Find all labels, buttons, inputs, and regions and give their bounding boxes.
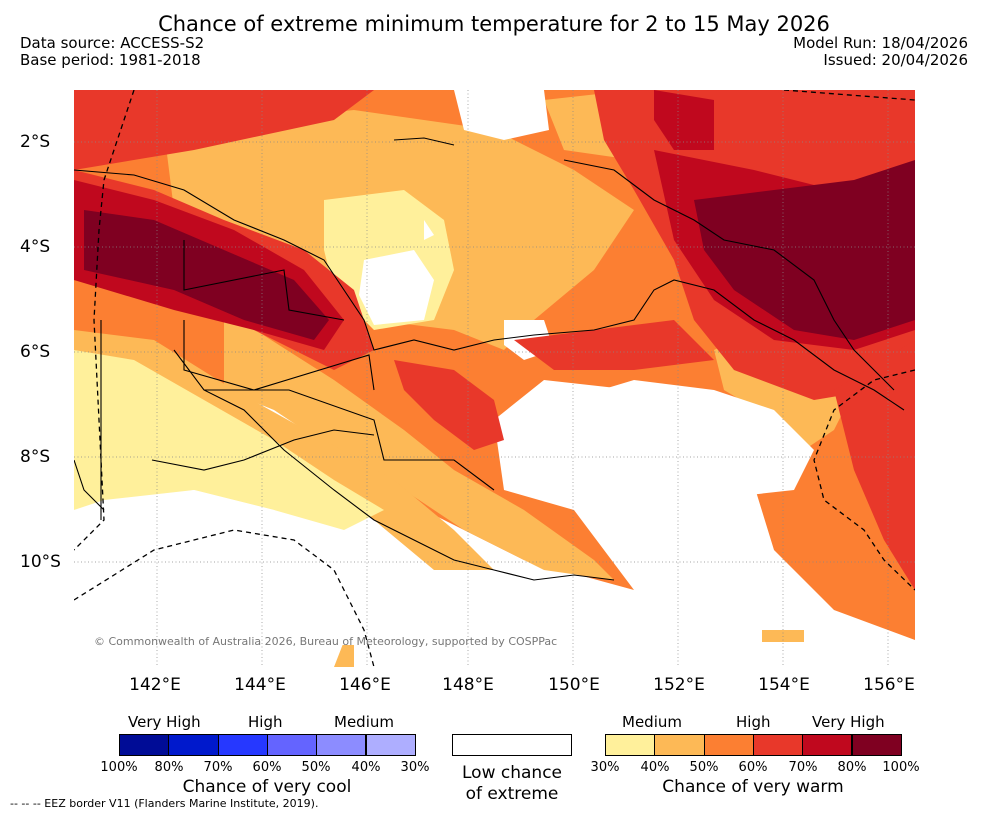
cool-tick-50: 50% bbox=[301, 760, 331, 775]
map-title: Chance of extreme minimum temperature fo… bbox=[158, 12, 830, 36]
data-source: Data source: ACCESS-S2 bbox=[20, 34, 205, 52]
cool-swatch-1 bbox=[119, 734, 170, 756]
lat-label-6s: 6°S bbox=[20, 342, 51, 362]
low-chance-caption: Low chance of extreme bbox=[440, 763, 584, 805]
lon-label-154e: 154°E bbox=[758, 675, 810, 695]
warm-tick-80: 80% bbox=[837, 760, 867, 775]
warm-tick-50: 50% bbox=[689, 760, 719, 775]
cool-tick-40: 40% bbox=[351, 760, 381, 775]
lon-label-152e: 152°E bbox=[653, 675, 705, 695]
lat-label-4s: 4°S bbox=[20, 237, 51, 257]
warm-tick-40: 40% bbox=[640, 760, 670, 775]
copyright-note: © Commonwealth of Australia 2026, Bureau… bbox=[94, 635, 557, 648]
lat-label-2s: 2°S bbox=[20, 132, 51, 152]
lat-label-10s: 10°S bbox=[20, 552, 61, 572]
warm-tick-60: 60% bbox=[738, 760, 768, 775]
cool-tick-70: 70% bbox=[203, 760, 233, 775]
low-chance-line2: of extreme bbox=[465, 784, 559, 804]
warm-caption: Chance of very warm bbox=[662, 777, 844, 797]
warm-head-medium: Medium bbox=[622, 713, 682, 731]
warm-head-very-high: Very High bbox=[812, 713, 885, 731]
warm-swatch-1 bbox=[605, 734, 656, 756]
lat-label-8s: 8°S bbox=[20, 447, 51, 467]
warm-tick-70: 70% bbox=[788, 760, 818, 775]
warm-swatch-2 bbox=[654, 734, 705, 756]
lon-label-146e: 146°E bbox=[339, 675, 391, 695]
lon-label-144e: 144°E bbox=[234, 675, 286, 695]
warm-head-high: High bbox=[736, 713, 771, 731]
probability-map: © Commonwealth of Australia 2026, Bureau… bbox=[74, 90, 915, 667]
cool-swatch-3 bbox=[217, 734, 268, 756]
lon-label-150e: 150°E bbox=[548, 675, 600, 695]
warm-swatch-6 bbox=[851, 734, 902, 756]
base-period: Base period: 1981-2018 bbox=[20, 51, 201, 69]
cool-caption: Chance of very cool bbox=[182, 777, 352, 797]
warm-tick-100: 100% bbox=[882, 760, 920, 775]
cool-head-high: High bbox=[248, 713, 283, 731]
meta-right: Model Run: 18/04/2026 Issued: 20/04/2026 bbox=[793, 35, 968, 69]
cool-head-medium: Medium bbox=[334, 713, 394, 731]
cool-tick-80: 80% bbox=[154, 760, 184, 775]
meta-left: Data source: ACCESS-S2 Base period: 1981… bbox=[20, 35, 204, 69]
eez-footnote: -- -- -- EEZ border V11 (Flanders Marine… bbox=[10, 797, 319, 810]
warm-tick-30: 30% bbox=[590, 760, 620, 775]
cool-tick-30: 30% bbox=[400, 760, 430, 775]
cool-swatch-4 bbox=[266, 734, 318, 756]
cool-swatch-2 bbox=[168, 734, 219, 756]
model-run: Model Run: 18/04/2026 bbox=[793, 34, 968, 52]
warm-swatch-5 bbox=[802, 734, 853, 756]
cool-tick-60: 60% bbox=[252, 760, 282, 775]
cool-swatch-5 bbox=[316, 734, 367, 756]
cool-head-very-high: Very High bbox=[128, 713, 201, 731]
low-chance-line1: Low chance bbox=[462, 763, 562, 783]
lon-label-148e: 148°E bbox=[442, 675, 494, 695]
low-chance-swatch bbox=[452, 734, 572, 756]
lon-label-156e: 156°E bbox=[863, 675, 915, 695]
warm-swatch-3 bbox=[703, 734, 754, 756]
issued-date: Issued: 20/04/2026 bbox=[823, 51, 968, 69]
cool-tick-100: 100% bbox=[100, 760, 138, 775]
warm-swatch-4 bbox=[752, 734, 804, 756]
cool-swatch-6 bbox=[365, 734, 416, 756]
lon-label-142e: 142°E bbox=[129, 675, 181, 695]
